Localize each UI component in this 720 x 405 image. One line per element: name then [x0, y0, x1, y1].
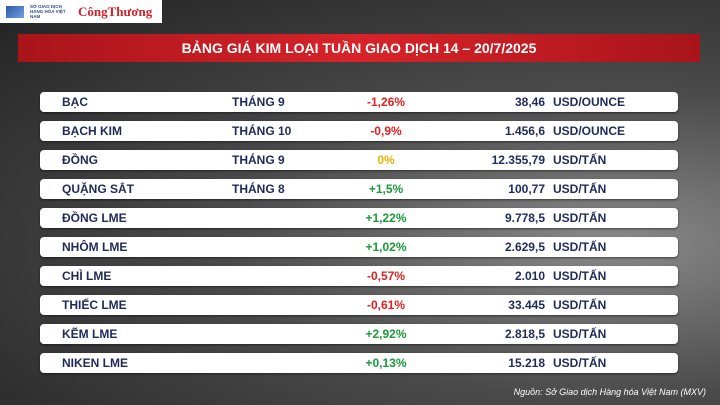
cell-unit: USD/TẤN	[553, 327, 607, 341]
cell-price: 38,46	[514, 95, 545, 109]
table-row: BẠC THÁNG 9 -1,26% 38,46 USD/OUNCE	[40, 92, 678, 112]
cell-month: THÁNG 8	[232, 182, 285, 196]
cell-price: 100,77	[508, 182, 545, 196]
title: BẢNG GIÁ KIM LOẠI TUẦN GIAO DỊCH 14 – 20…	[18, 34, 700, 62]
cell-change: -0,9%	[370, 124, 402, 138]
cell-price: 2.629,5	[504, 240, 545, 254]
cell-name: QUẶNG SẮT	[62, 182, 134, 196]
cell-change: +1,5%	[368, 182, 404, 196]
cell-name: ĐỒNG	[62, 153, 98, 167]
cell-unit: USD/TẤN	[553, 269, 607, 283]
cell-name: ĐỒNG LME	[62, 211, 127, 225]
table-row: BẠCH KIM THÁNG 10 -0,9% 1.456,6 USD/OUNCE	[40, 121, 678, 141]
cell-unit: USD/OUNCE	[553, 95, 626, 109]
cell-price: 33.445	[508, 298, 545, 312]
cell-change: -0,61%	[366, 298, 406, 312]
cell-change: -1,26%	[366, 95, 406, 109]
cell-price: 2.010	[514, 269, 545, 283]
cell-price: 1.456,6	[504, 124, 545, 138]
table-row: THIẾC LME -0,61% 33.445 USD/TẤN	[40, 295, 678, 315]
cell-name: CHÌ LME	[62, 269, 112, 283]
cell-change: -0,57%	[366, 269, 406, 283]
cell-name: NHÔM LME	[62, 240, 128, 254]
table-row: CHÌ LME -0,57% 2.010 USD/TẤN	[40, 266, 678, 286]
cell-unit: USD/TẤN	[553, 356, 607, 370]
cell-month: THÁNG 9	[232, 95, 285, 109]
cell-change: 0%	[377, 153, 395, 167]
table-row: KẼM LME +2,92% 2.818,5 USD/TẤN	[40, 324, 678, 344]
cell-price: 15.218	[508, 356, 545, 370]
cell-price: 2.818,5	[504, 327, 545, 341]
cell-change: +2,92%	[365, 327, 407, 341]
cell-change: +1,02%	[365, 240, 407, 254]
table-row: NIKEN LME +0,13% 15.218 USD/TẤN	[40, 353, 678, 373]
cell-name: BẠCH KIM	[62, 124, 122, 138]
cell-unit: USD/TẤN	[553, 182, 607, 196]
cell-unit: USD/TẤN	[553, 153, 607, 167]
cell-change: +1,22%	[365, 211, 407, 225]
table-row: ĐỒNG LME +1,22% 9.778,5 USD/TẤN	[40, 208, 678, 228]
cell-name: NIKEN LME	[62, 356, 128, 370]
logo: SỞ GIAO DỊCH HÀNG HÓA VIỆT NAM CôngThươn…	[0, 0, 162, 23]
cell-unit: USD/OUNCE	[553, 124, 626, 138]
logo-mark	[6, 5, 24, 18]
cell-unit: USD/TẤN	[553, 298, 607, 312]
cell-price: 9.778,5	[504, 211, 545, 225]
cell-unit: USD/TẤN	[553, 211, 607, 225]
source: Nguồn: Sở Giao dịch Hàng hóa Việt Nam (M…	[513, 387, 706, 397]
table-row: ĐỒNG THÁNG 9 0% 12.355,79 USD/TẤN	[40, 150, 678, 170]
cell-price: 12.355,79	[491, 153, 545, 167]
cell-change: +0,13%	[365, 356, 407, 370]
table-row: NHÔM LME +1,02% 2.629,5 USD/TẤN	[40, 237, 678, 257]
cell-month: THÁNG 9	[232, 153, 285, 167]
table-row: QUẶNG SẮT THÁNG 8 +1,5% 100,77 USD/TẤN	[40, 179, 678, 199]
cell-unit: USD/TẤN	[553, 240, 607, 254]
cell-name: THIẾC LME	[62, 298, 127, 312]
logo-text: SỞ GIAO DỊCH HÀNG HÓA VIỆT NAM	[30, 4, 66, 19]
brand: CôngThương	[78, 3, 153, 19]
cell-name: KẼM LME	[62, 327, 118, 341]
cell-month: THÁNG 10	[232, 124, 292, 138]
cell-name: BẠC	[62, 95, 88, 109]
